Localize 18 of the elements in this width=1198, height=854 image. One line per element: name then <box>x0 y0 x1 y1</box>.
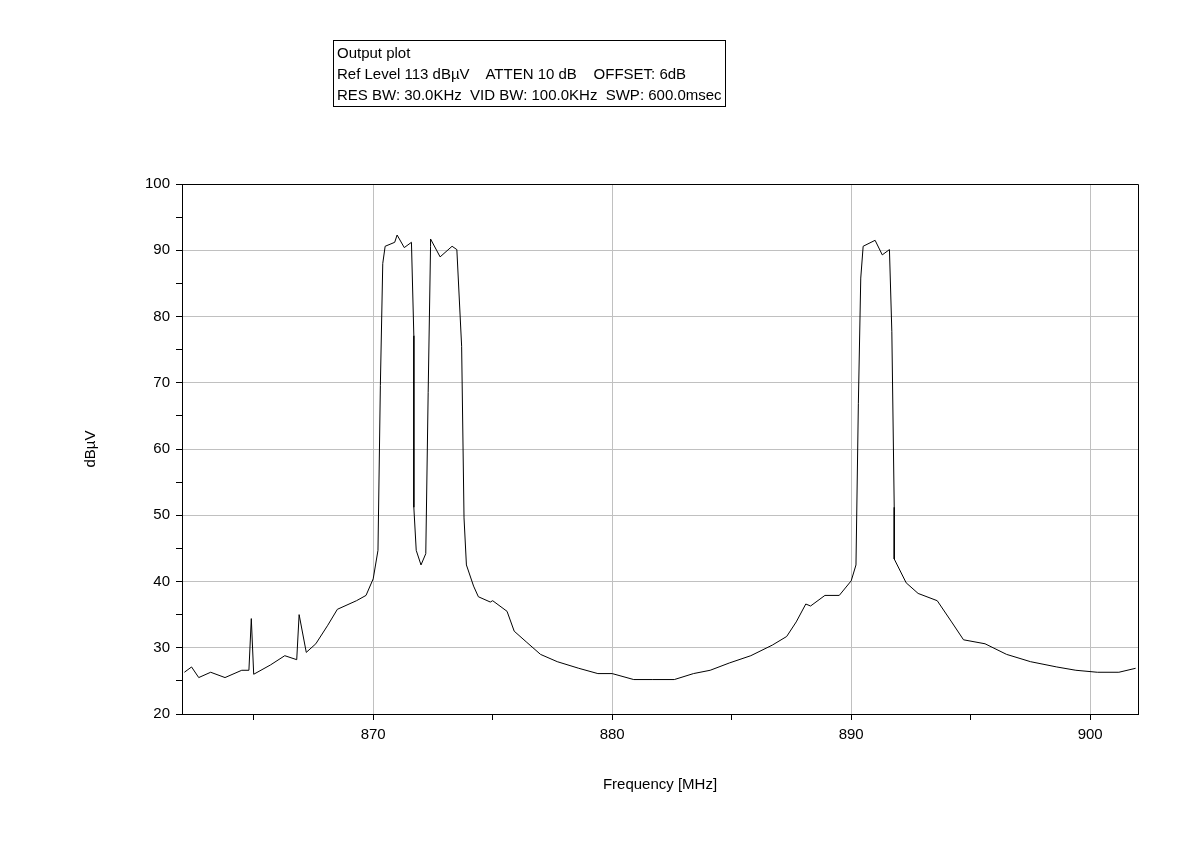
x-tick-label: 880 <box>599 725 625 743</box>
y-tick-label: 90 <box>153 240 170 258</box>
y-tick-label: 70 <box>153 372 170 390</box>
y-tick-label: 30 <box>153 637 170 655</box>
x-axis-title: Frequency [MHz] <box>602 775 718 793</box>
y-tick-label: 80 <box>153 306 170 324</box>
y-tick-label: 50 <box>153 505 170 523</box>
x-tick-label: 900 <box>1077 725 1103 743</box>
y-tick-label: 60 <box>153 439 170 457</box>
y-tick-label: 40 <box>153 571 170 589</box>
x-tick-label: 870 <box>360 725 386 743</box>
y-tick-label: 100 <box>144 174 170 192</box>
chart-subtitle: Ref Level 113 dBµV ATTEN 10 dB OFFSET: 6dB <box>337 64 688 84</box>
text: RES BW: 30.0KHz VID BW: 100.0KHz SWP: 600.0msec <box>337 85 722 105</box>
x-tick-label: 890 <box>838 725 864 743</box>
chart-title: Output plot <box>337 43 412 63</box>
y-axis-title: dBµV <box>81 430 99 468</box>
y-tick-label: 20 <box>153 704 170 722</box>
